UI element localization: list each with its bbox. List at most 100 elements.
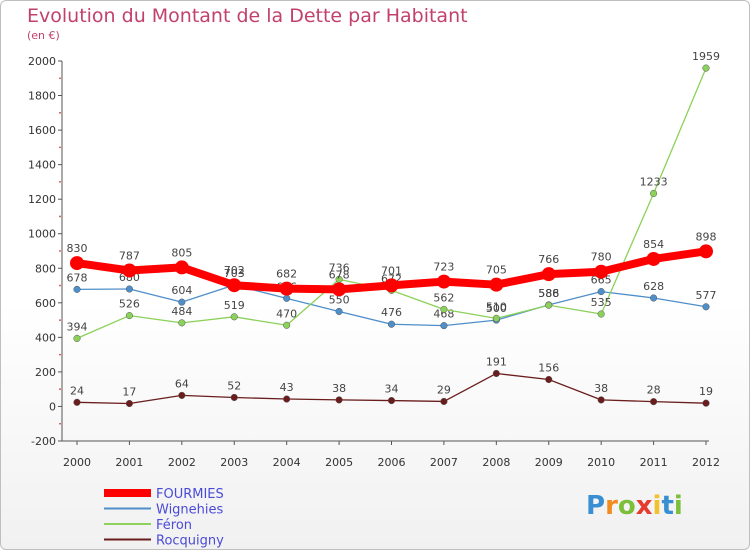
data-point [230,313,238,321]
data-label: 577 [696,289,717,302]
data-point [699,244,713,259]
data-point [73,334,81,342]
data-point [489,277,504,292]
data-point [702,303,710,311]
data-point [597,288,605,296]
x-tick-label: 2004 [273,456,301,469]
data-point [332,282,347,297]
x-tick-label: 2005 [325,456,353,469]
data-label: 38 [594,382,608,395]
data-point [492,369,500,378]
logo-letter: P [586,491,606,521]
chart-subtitle: (en €) [27,29,60,42]
data-point [178,319,186,327]
data-label: 510 [486,300,507,313]
logo-letter: t [661,491,674,521]
y-tick-label: 2000 [28,55,56,68]
y-minor-tick [59,353,61,356]
y-minor-tick [59,146,61,149]
data-point [125,312,133,320]
data-label: 898 [696,230,717,243]
y-tick-label: 1600 [28,124,56,137]
y-minor-tick [59,111,61,114]
data-point [597,310,605,318]
x-tick-label: 2009 [535,456,563,469]
x-tick-label: 2008 [482,456,510,469]
data-label: 519 [224,299,245,312]
x-tick-label: 2002 [168,456,196,469]
data-label: 17 [122,386,136,399]
data-label: 34 [385,383,399,396]
x-tick-label: 2007 [430,456,458,469]
y-minor-tick [59,422,61,425]
data-point [545,375,553,384]
data-label: 28 [647,384,661,397]
data-point [73,285,81,293]
data-label: 1233 [640,175,668,188]
data-point [646,251,661,266]
data-point [283,395,291,403]
logo-letter: i [673,491,683,521]
data-label: 702 [224,264,245,277]
data-point [384,278,399,293]
data-label: 805 [171,246,192,259]
data-label: 628 [643,280,664,293]
y-tick-label: 0 [49,400,56,413]
data-point [70,256,84,271]
y-minor-tick [59,284,61,287]
data-point [702,64,710,72]
data-point [227,278,242,293]
data-point [230,393,238,402]
data-label: 787 [119,250,140,263]
data-point [122,263,137,278]
data-label: 470 [276,307,297,320]
data-point [650,294,658,302]
data-label: 550 [329,293,350,306]
data-point [125,285,133,293]
data-point [492,314,500,322]
y-tick-label: 1400 [28,159,56,172]
y-tick-label: 1200 [28,193,56,206]
legend-label: FOURMIES [156,487,224,502]
y-minor-tick [59,319,61,321]
data-point [73,398,81,406]
x-tick-label: 2003 [220,456,248,469]
x-tick-label: 2000 [63,456,91,469]
data-label: 484 [171,305,192,318]
y-tick-label: 1000 [28,228,56,241]
y-tick-label: 400 [35,331,56,344]
data-label: 476 [381,306,402,319]
data-label: 38 [332,382,346,395]
data-label: 766 [538,253,559,266]
data-label: 703 [224,267,245,280]
data-point [279,281,294,296]
y-minor-tick [59,250,61,252]
logo-letter: x [635,491,653,521]
legend-label: Rocquigny [156,534,224,549]
data-label: 586 [538,287,559,300]
data-point [436,274,451,289]
x-tick-label: 2011 [640,456,668,469]
x-tick-label: 2006 [378,456,406,469]
data-label: 52 [227,379,241,392]
y-tick-label: 600 [35,297,56,310]
data-point [335,396,343,404]
data-point [335,307,343,316]
data-point [178,391,186,399]
data-label: 562 [433,291,454,304]
data-label: 705 [486,264,507,277]
y-tick-label: 800 [35,262,56,275]
y-tick-label: 200 [35,366,56,379]
logo-letter: r [605,491,618,521]
data-label: 535 [591,296,612,309]
data-label: 394 [67,320,88,333]
data-point [594,264,609,279]
data-point [597,396,605,404]
legend-label: Wignehies [156,503,224,518]
data-label: 1959 [692,50,720,63]
data-point [440,397,448,405]
data-label: 19 [699,385,713,398]
legend-label: Féron [156,518,192,533]
data-label: 604 [171,284,192,297]
